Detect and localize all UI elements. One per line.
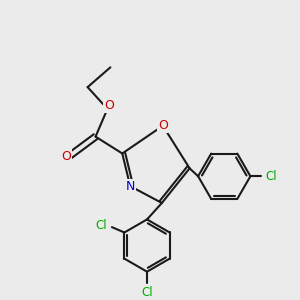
Text: N: N	[125, 180, 135, 193]
Text: Cl: Cl	[96, 219, 107, 232]
Text: O: O	[61, 150, 71, 163]
Text: Cl: Cl	[266, 170, 277, 183]
Text: O: O	[158, 119, 168, 132]
Text: O: O	[104, 99, 114, 112]
Text: Cl: Cl	[141, 286, 153, 299]
